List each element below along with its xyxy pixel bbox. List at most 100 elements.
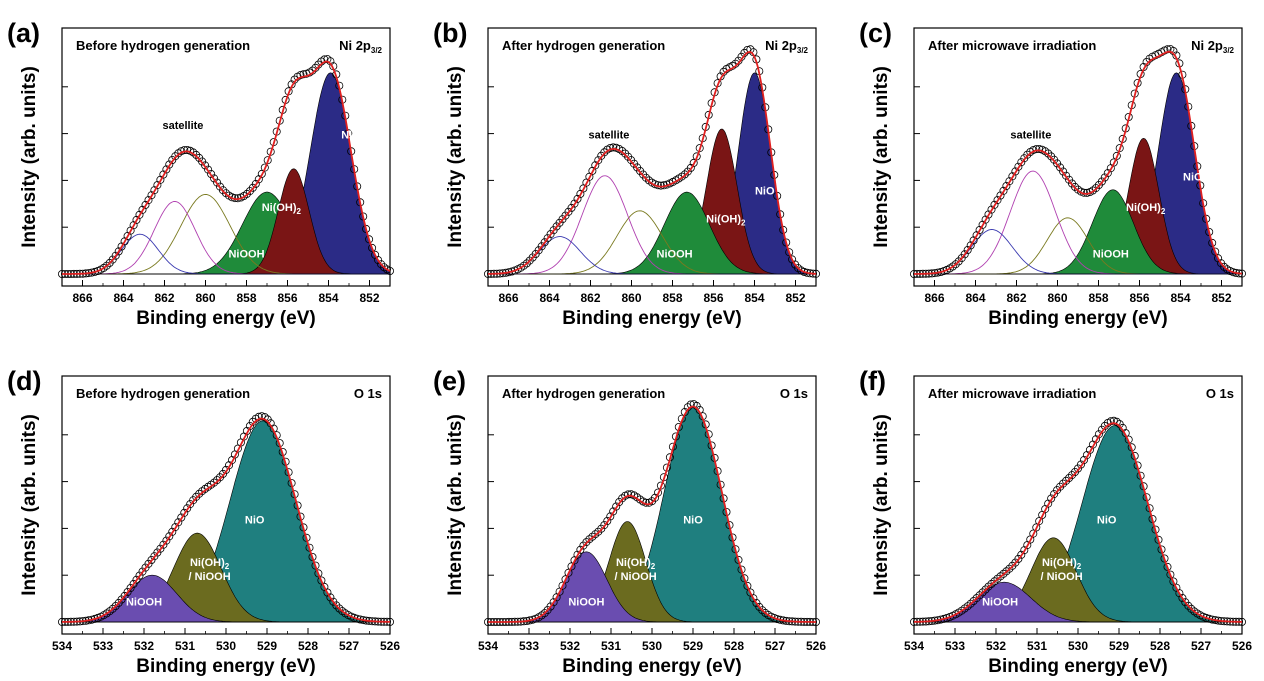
x-tick-label: 532 bbox=[986, 639, 1006, 653]
data-point bbox=[1059, 167, 1068, 176]
core-level-label: O 1s bbox=[354, 386, 382, 401]
component-label: NiO bbox=[341, 129, 361, 141]
x-tick-label: 530 bbox=[642, 639, 662, 653]
x-tick-label: 866 bbox=[924, 291, 944, 305]
data-point bbox=[606, 143, 615, 152]
fit-envelope-line bbox=[914, 50, 1243, 275]
data-point bbox=[296, 71, 305, 80]
x-tick-label: 532 bbox=[560, 639, 580, 653]
x-tick-label: 527 bbox=[765, 639, 785, 653]
data-point bbox=[993, 574, 1002, 583]
data-point bbox=[1106, 417, 1115, 426]
data-point bbox=[621, 149, 630, 158]
chart-panel-5: (e) 534 533 532 531 530 529 528 527 526 Binding en… bbox=[433, 366, 826, 677]
fit-envelope-line bbox=[62, 417, 390, 623]
data-point bbox=[132, 575, 141, 584]
x-tick-label: 531 bbox=[1027, 639, 1047, 653]
data-point bbox=[743, 581, 752, 590]
x-tick-label: 534 bbox=[904, 639, 924, 653]
x-tick-label: 864 bbox=[113, 291, 133, 305]
data-point bbox=[218, 469, 227, 478]
x-tick-label: 530 bbox=[216, 639, 236, 653]
data-point bbox=[1032, 145, 1041, 154]
data-point bbox=[141, 200, 150, 209]
data-point bbox=[984, 210, 993, 219]
data-point bbox=[960, 604, 969, 613]
data-point bbox=[350, 613, 359, 622]
data-point bbox=[317, 576, 326, 585]
data-point bbox=[374, 256, 383, 265]
data-point bbox=[948, 262, 957, 271]
x-tick-label: 526 bbox=[806, 639, 826, 653]
data-point bbox=[335, 604, 344, 613]
data-point bbox=[201, 161, 210, 170]
component-label: NiO bbox=[755, 185, 775, 197]
component-label: NiOOH bbox=[228, 249, 264, 261]
data-point bbox=[654, 488, 663, 497]
data-point bbox=[1044, 149, 1053, 158]
data-point bbox=[1208, 238, 1217, 247]
fit-envelope-line bbox=[913, 422, 1242, 623]
data-point bbox=[195, 489, 204, 498]
data-point bbox=[1178, 594, 1187, 603]
x-axis-label: Binding energy (eV) bbox=[136, 656, 315, 677]
component-label: NiOOH bbox=[568, 597, 604, 609]
data-point bbox=[1005, 564, 1014, 573]
core-level-label: O 1s bbox=[780, 386, 808, 401]
component-label: NiOOH bbox=[657, 249, 693, 261]
x-tick-label: 856 bbox=[1129, 291, 1149, 305]
data-point bbox=[996, 572, 1005, 581]
x-tick-label: 862 bbox=[1006, 291, 1026, 305]
data-point bbox=[210, 478, 219, 487]
region-subscript: 3/2 bbox=[1223, 46, 1235, 55]
data-point bbox=[1175, 589, 1184, 598]
panel-title: Before hydrogen generation bbox=[76, 38, 250, 53]
data-point bbox=[138, 567, 147, 576]
data-point bbox=[1163, 562, 1172, 571]
x-tick-label: 528 bbox=[298, 639, 318, 653]
data-point bbox=[1214, 254, 1223, 263]
satellite-label: satellite bbox=[162, 120, 203, 132]
data-point bbox=[680, 170, 689, 179]
x-tick-label: 534 bbox=[52, 639, 72, 653]
data-point bbox=[999, 186, 1008, 195]
data-point bbox=[570, 199, 579, 208]
data-point bbox=[549, 598, 558, 607]
data-point bbox=[385, 266, 394, 275]
data-point bbox=[377, 260, 386, 269]
data-point bbox=[972, 594, 981, 603]
component-label: NiO bbox=[683, 515, 703, 527]
data-point bbox=[758, 606, 767, 615]
satellite-label: satellite bbox=[1010, 129, 1051, 141]
core-level-label: O 1s bbox=[1206, 386, 1234, 401]
panel-title: After microwave irradiation bbox=[928, 38, 1096, 53]
data-point bbox=[585, 535, 594, 544]
data-point bbox=[689, 158, 698, 167]
x-tick-label: 533 bbox=[945, 639, 965, 653]
data-point bbox=[981, 215, 990, 224]
data-point bbox=[192, 492, 201, 501]
data-point bbox=[105, 607, 114, 616]
data-point bbox=[540, 609, 549, 618]
data-point bbox=[594, 156, 603, 165]
panel-letter: (f) bbox=[859, 366, 886, 396]
x-tick-label: 856 bbox=[703, 291, 723, 305]
data-point bbox=[525, 256, 534, 265]
x-tick-label: 533 bbox=[519, 639, 539, 653]
data-point bbox=[111, 251, 120, 260]
core-level-label: Ni 2p3/2 bbox=[339, 38, 382, 55]
panel-letter: (a) bbox=[7, 18, 40, 48]
y-axis-label: Intensity (arb. units) bbox=[445, 66, 466, 248]
x-axis-label: Binding energy (eV) bbox=[136, 308, 315, 329]
data-point bbox=[522, 259, 531, 268]
component-nio bbox=[488, 72, 817, 275]
x-tick-label: 852 bbox=[359, 291, 379, 305]
data-point bbox=[573, 550, 582, 559]
data-point bbox=[299, 70, 308, 79]
data-point bbox=[567, 203, 576, 212]
data-point bbox=[162, 536, 171, 545]
data-point bbox=[1056, 482, 1065, 491]
data-point bbox=[624, 490, 633, 499]
data-point bbox=[600, 521, 609, 530]
